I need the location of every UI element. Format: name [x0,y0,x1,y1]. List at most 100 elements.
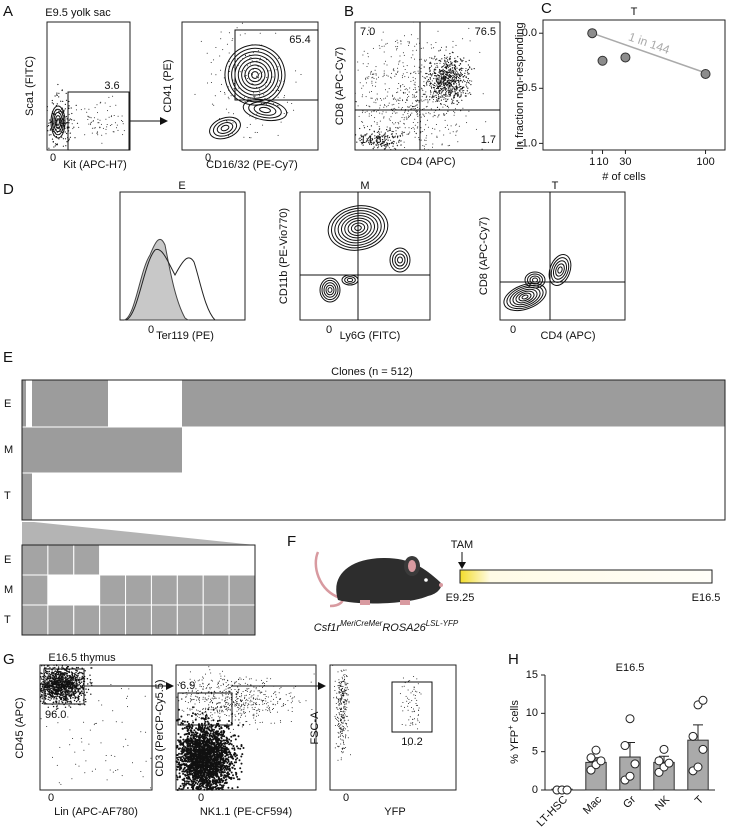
event-dot [84,670,86,672]
event-dot [60,686,62,688]
zero-tick: 0 [510,324,516,336]
event-dot [447,78,449,80]
event-dot [46,689,49,692]
event-dot [66,697,68,699]
event-dot [237,778,239,781]
event-dot [407,117,409,118]
event-dot [204,786,207,789]
event-dot [378,146,379,148]
event-dot [90,122,92,124]
event-dot [436,87,438,90]
clone-cell [99,604,127,636]
event-dot [265,103,267,105]
event-dot [385,144,387,146]
contour [550,257,570,283]
event-dot [223,765,226,767]
event-dot [286,101,288,103]
event-dot [67,137,69,139]
event-dot [125,738,127,740]
event-dot [461,67,463,69]
event-dot [433,77,435,80]
event-dot [418,66,420,68]
event-dot [246,65,248,67]
event-dot [402,132,404,134]
event-dot [53,678,56,681]
event-dot [89,674,91,676]
event-dot [370,111,372,113]
row-label: T [4,614,11,626]
event-dot [377,137,379,140]
event-dot [237,724,240,727]
event-dot [44,683,47,685]
event-dot [428,73,430,76]
event-dot [397,137,399,139]
event-dot [467,71,469,73]
event-dot [395,130,397,132]
quadrant-value: 7.0 [360,26,375,38]
event-dot [233,747,236,750]
event-dot [86,111,88,113]
event-dot [394,135,396,137]
event-dot [458,83,460,85]
event-dot [293,109,295,111]
event-dot [242,723,245,726]
event-dot [194,749,197,751]
event-dot [82,684,84,687]
event-dot [236,775,239,778]
event-dot [366,133,368,135]
event-dot [46,676,48,678]
event-dot [189,783,192,786]
event-dot [368,105,370,107]
event-dot [465,70,467,72]
event-dot [438,70,441,72]
gate [177,692,233,726]
event-dot [79,677,81,679]
event-dot [388,143,390,145]
event-dot [426,99,428,101]
event-dot [74,673,77,675]
event-dot [192,712,194,715]
event-dot [193,750,196,753]
event-dot [259,32,261,34]
event-dot [53,687,55,689]
event-dot [369,143,371,145]
event-dot [455,88,457,90]
event-dot [77,691,79,693]
event-dot [85,760,87,762]
event-dot [454,81,457,83]
event-dot [46,703,48,705]
event-dot [450,89,453,91]
event-dot [56,694,58,696]
event-dot [251,83,253,85]
event-dot [435,124,437,125]
event-dot [401,77,403,79]
plot-frame [499,191,626,321]
event-dot [407,110,409,112]
event-dot [54,691,57,693]
event-dot [397,127,399,129]
event-dot [387,145,389,147]
event-dot [58,688,60,690]
contour [321,279,339,301]
event-dot [231,40,233,41]
event-dot [58,674,60,676]
event-dot [218,732,221,735]
event-dot [57,687,59,689]
event-dot [63,681,65,683]
event-dot [427,126,429,128]
event-dot [465,92,467,94]
genotype: Csf1rMeriCreMerROSA26LSL-YFP [314,619,459,634]
event-dot [443,65,445,67]
event-dot [179,736,182,739]
event-dot [430,85,432,87]
event-dot [65,669,68,671]
event-dot [60,678,62,681]
event-dot [177,763,180,766]
event-dot [278,89,280,91]
event-dot [400,43,402,45]
event-dot [432,58,434,60]
event-dot [226,739,229,742]
event-dot [112,95,114,97]
event-dot [449,53,451,55]
event-dot [386,74,388,76]
